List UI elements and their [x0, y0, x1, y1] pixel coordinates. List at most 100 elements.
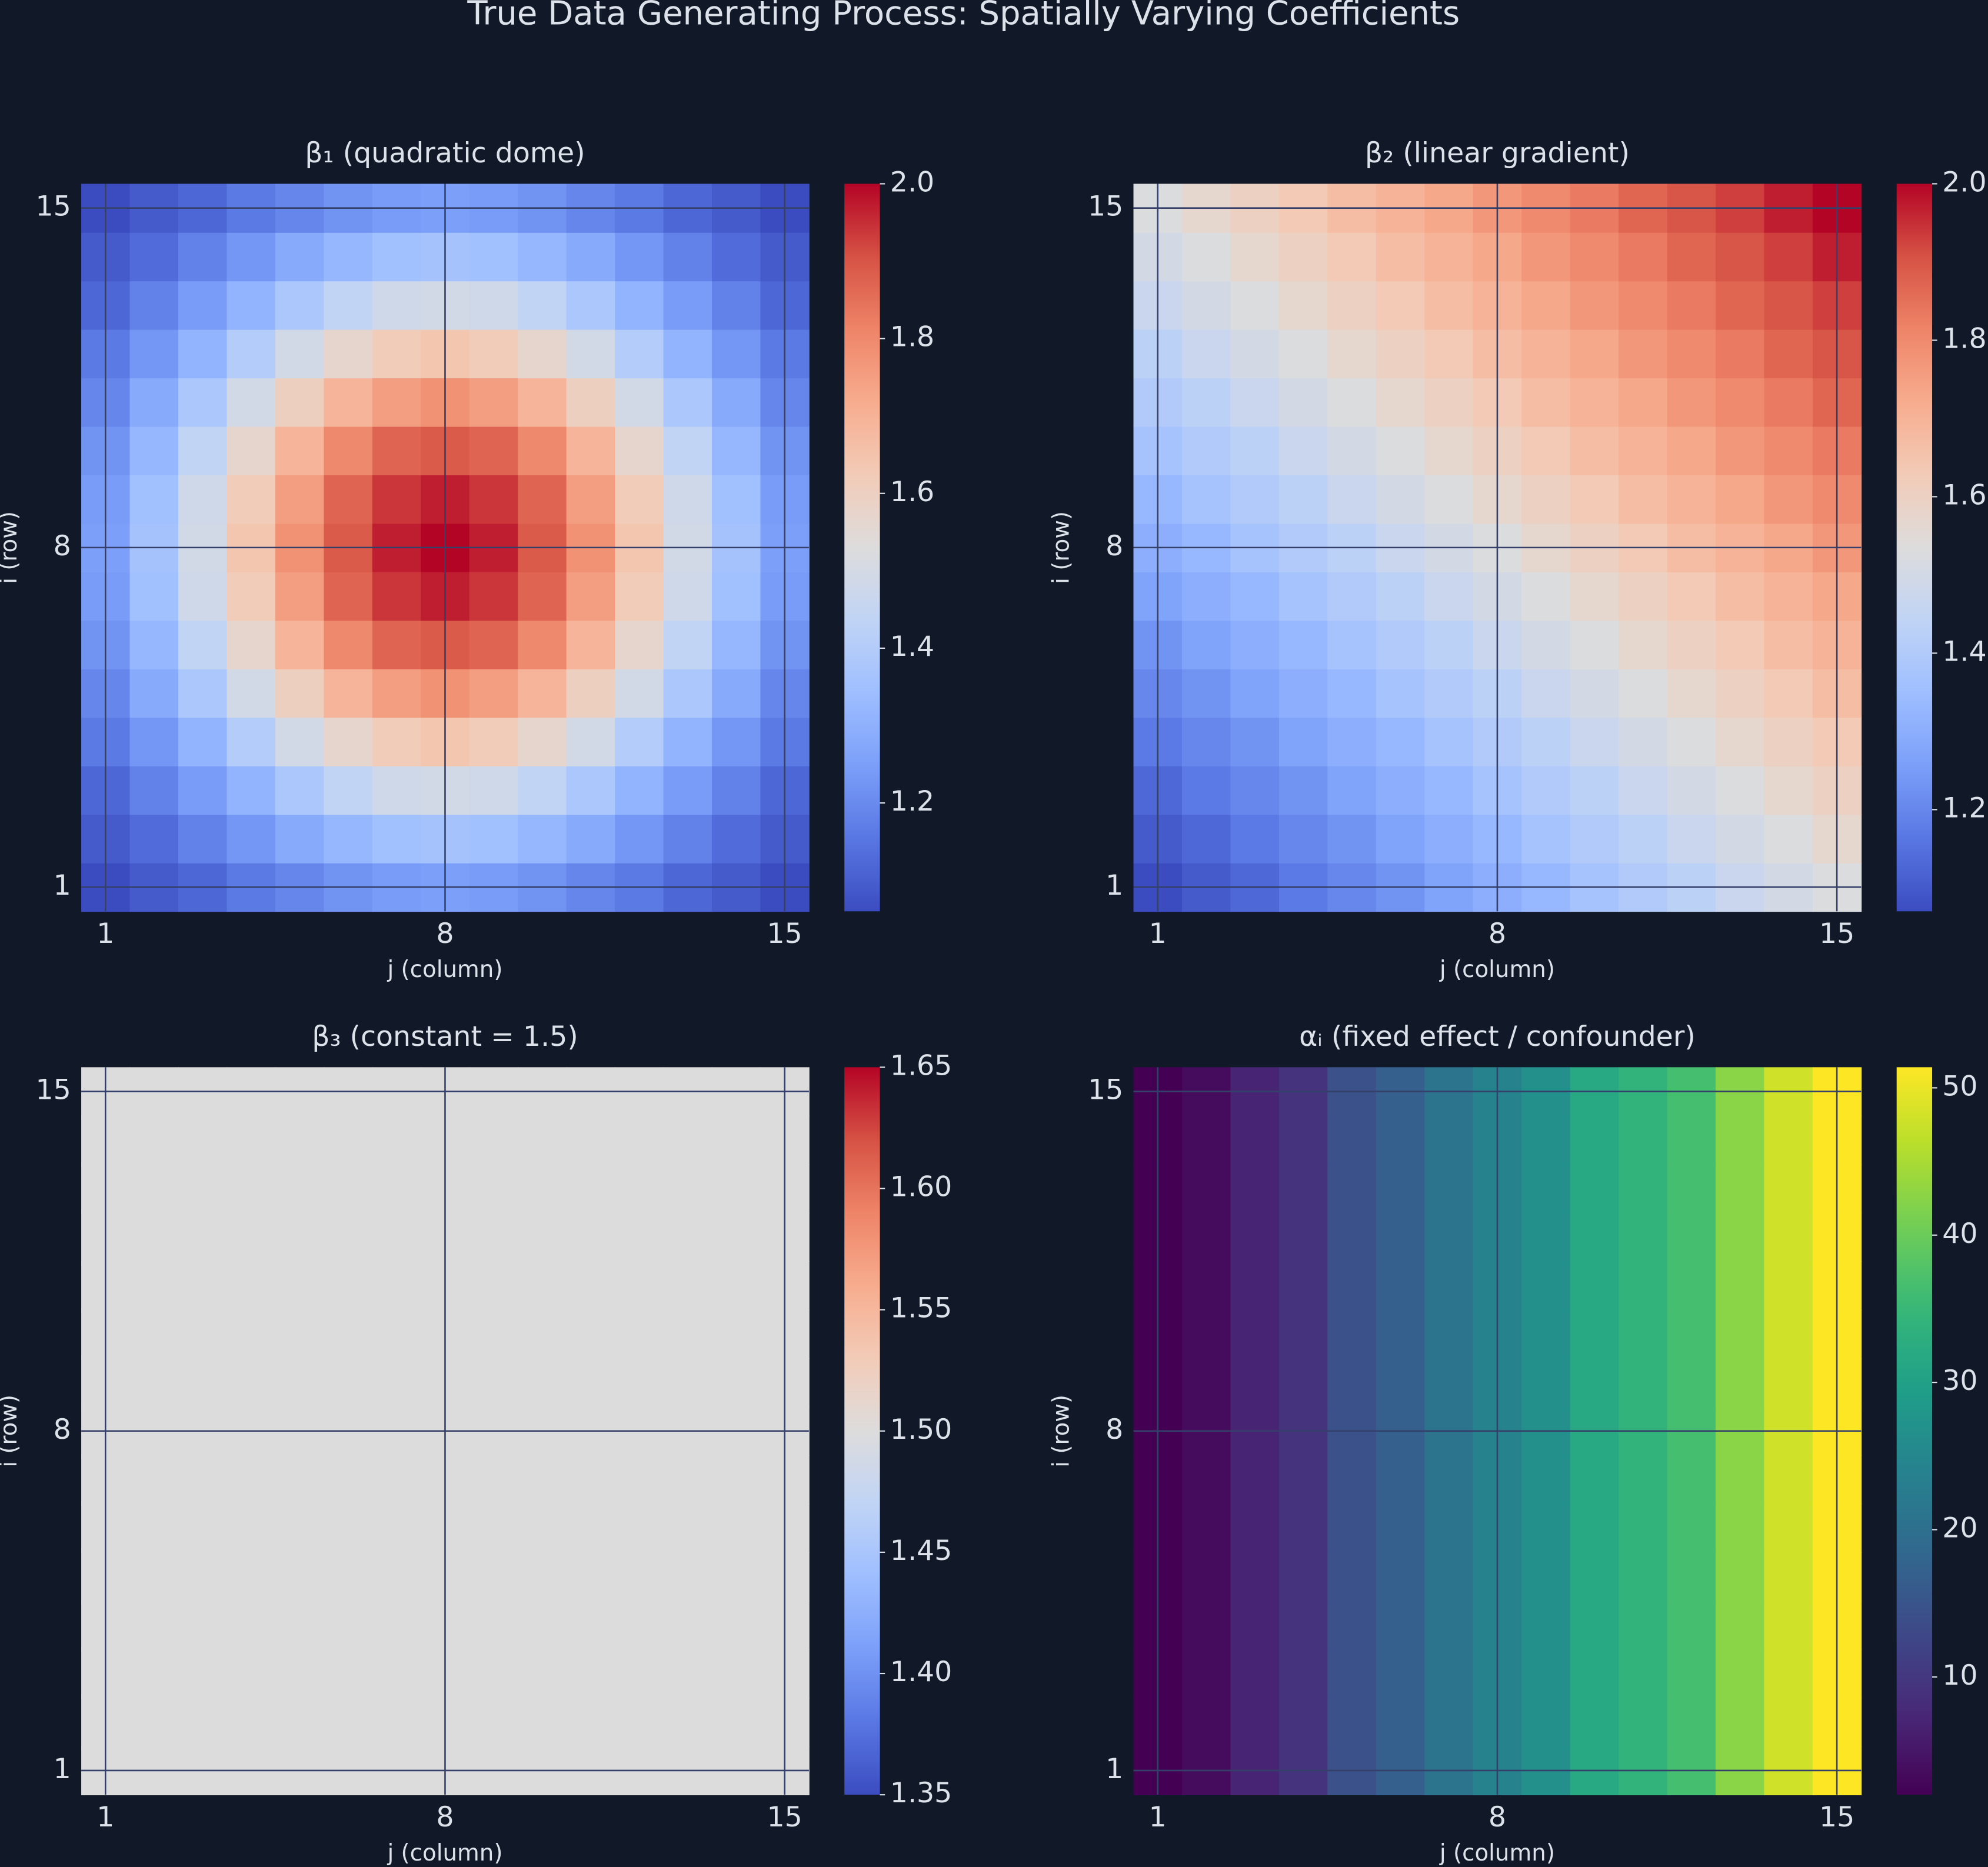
heatmap-cell	[1764, 765, 1813, 815]
heatmap-cell	[1327, 1358, 1377, 1408]
heatmap-cell	[1619, 572, 1668, 621]
heatmap-cell	[1327, 1698, 1377, 1747]
heatmap-cell	[372, 814, 422, 864]
heatmap-cell	[275, 232, 325, 282]
heatmap-cell	[1716, 1212, 1765, 1262]
colorbar-tick-label: 50	[1942, 1070, 1977, 1102]
heatmap-cell	[1181, 717, 1231, 766]
heatmap-cell	[1327, 572, 1377, 621]
heatmap-cell	[663, 232, 712, 282]
heatmap-cell	[324, 426, 373, 476]
heatmap-cell	[1278, 1698, 1328, 1747]
heatmap-cell	[1764, 329, 1813, 379]
heatmap-cell	[518, 281, 567, 330]
heatmap-cell	[711, 765, 761, 815]
heatmap-cell	[1230, 814, 1280, 864]
heatmap-cell	[1570, 814, 1619, 864]
heatmap-cell	[275, 620, 325, 669]
heatmap-cell	[1570, 1601, 1619, 1650]
heatmap-cell	[615, 1455, 664, 1505]
heatmap-cell	[469, 232, 519, 282]
heatmap-cell	[1716, 1455, 1765, 1505]
heatmap-cell	[1327, 1503, 1377, 1553]
heatmap-cell	[129, 572, 179, 621]
y-tick-label: 15	[36, 191, 71, 223]
colorbar-tick-label: 1.2	[890, 785, 934, 818]
heatmap-cell	[663, 378, 712, 427]
heatmap-cell	[1424, 378, 1474, 427]
heatmap-cell	[178, 329, 228, 379]
heatmap-cell	[1521, 717, 1571, 766]
panel: 1 8 15 1 8 15 αᵢ (fixed effect / confounder) j …	[1048, 1021, 1977, 1866]
heatmap-cell	[1376, 1649, 1426, 1699]
heatmap-cell	[1716, 1261, 1765, 1311]
heatmap-cell	[324, 669, 373, 718]
heatmap-cell	[129, 1164, 179, 1213]
colorbar-tick-label: 1.65	[890, 1049, 953, 1082]
heatmap-cell	[1376, 1358, 1426, 1408]
heatmap-cell	[663, 620, 712, 669]
heatmap-cell	[324, 765, 373, 815]
heatmap-cell	[1619, 669, 1668, 718]
heatmap-cell	[663, 765, 712, 815]
heatmap-cell	[566, 1212, 615, 1262]
heatmap-cell	[372, 765, 422, 815]
heatmap-cell	[518, 1261, 567, 1311]
heatmap-cell	[1667, 378, 1716, 427]
heatmap-cell	[1278, 1503, 1328, 1553]
heatmap-cell	[615, 426, 664, 476]
heatmap-cell	[615, 1358, 664, 1408]
heatmap-cell	[566, 329, 615, 379]
heatmap-cell	[1327, 814, 1377, 864]
heatmap-cell	[566, 1649, 615, 1699]
heatmap-cell	[227, 1309, 276, 1359]
heatmap-cell	[1619, 426, 1668, 476]
heatmap-cell	[372, 1164, 422, 1213]
heatmap-cell	[663, 1309, 712, 1359]
heatmap-cell	[1181, 281, 1231, 330]
heatmap-cell	[1570, 1503, 1619, 1553]
heatmap-cell	[663, 329, 712, 379]
heatmap-cell	[469, 1309, 519, 1359]
colorbar-tick-label: 1.40	[890, 1656, 953, 1688]
heatmap-cell	[1667, 1164, 1716, 1213]
heatmap-cell	[566, 620, 615, 669]
heatmap-cell	[1181, 1552, 1231, 1602]
heatmap-cell	[1716, 814, 1765, 864]
heatmap-cell	[1230, 1212, 1280, 1262]
heatmap-cell	[227, 717, 276, 766]
heatmap-cell	[1716, 1164, 1765, 1213]
heatmap-cell	[1327, 717, 1377, 766]
heatmap-cell	[1667, 572, 1716, 621]
heatmap-cell	[1521, 1649, 1571, 1699]
heatmap-cell	[178, 426, 228, 476]
heatmap-cell	[1716, 329, 1765, 379]
heatmap-cell	[1230, 572, 1280, 621]
heatmap-cell	[1327, 669, 1377, 718]
heatmap-cell	[1570, 475, 1619, 524]
heatmap-cell	[469, 1601, 519, 1650]
heatmap-cell	[1278, 475, 1328, 524]
heatmap-cell	[1521, 1503, 1571, 1553]
heatmap-cell	[275, 814, 325, 864]
heatmap-cell	[178, 378, 228, 427]
heatmap-cell	[1327, 232, 1377, 282]
heatmap-cell	[615, 1552, 664, 1602]
heatmap-cell	[178, 717, 228, 766]
heatmap-cell	[178, 1212, 228, 1262]
heatmap-cell	[324, 572, 373, 621]
heatmap-cell	[1327, 620, 1377, 669]
y-tick-label: 1	[54, 869, 71, 902]
heatmap-cell	[663, 1601, 712, 1650]
heatmap-cell	[615, 475, 664, 524]
heatmap-cell	[711, 620, 761, 669]
heatmap-cell	[372, 1601, 422, 1650]
heatmap-cell	[1278, 1261, 1328, 1311]
heatmap-cell	[227, 475, 276, 524]
heatmap-cell	[518, 1601, 567, 1650]
heatmap-cell	[1619, 1212, 1668, 1262]
heatmap-cell	[615, 717, 664, 766]
x-axis-label: j (column)	[387, 956, 502, 983]
heatmap-cell	[1521, 1455, 1571, 1505]
heatmap-cell	[1619, 281, 1668, 330]
